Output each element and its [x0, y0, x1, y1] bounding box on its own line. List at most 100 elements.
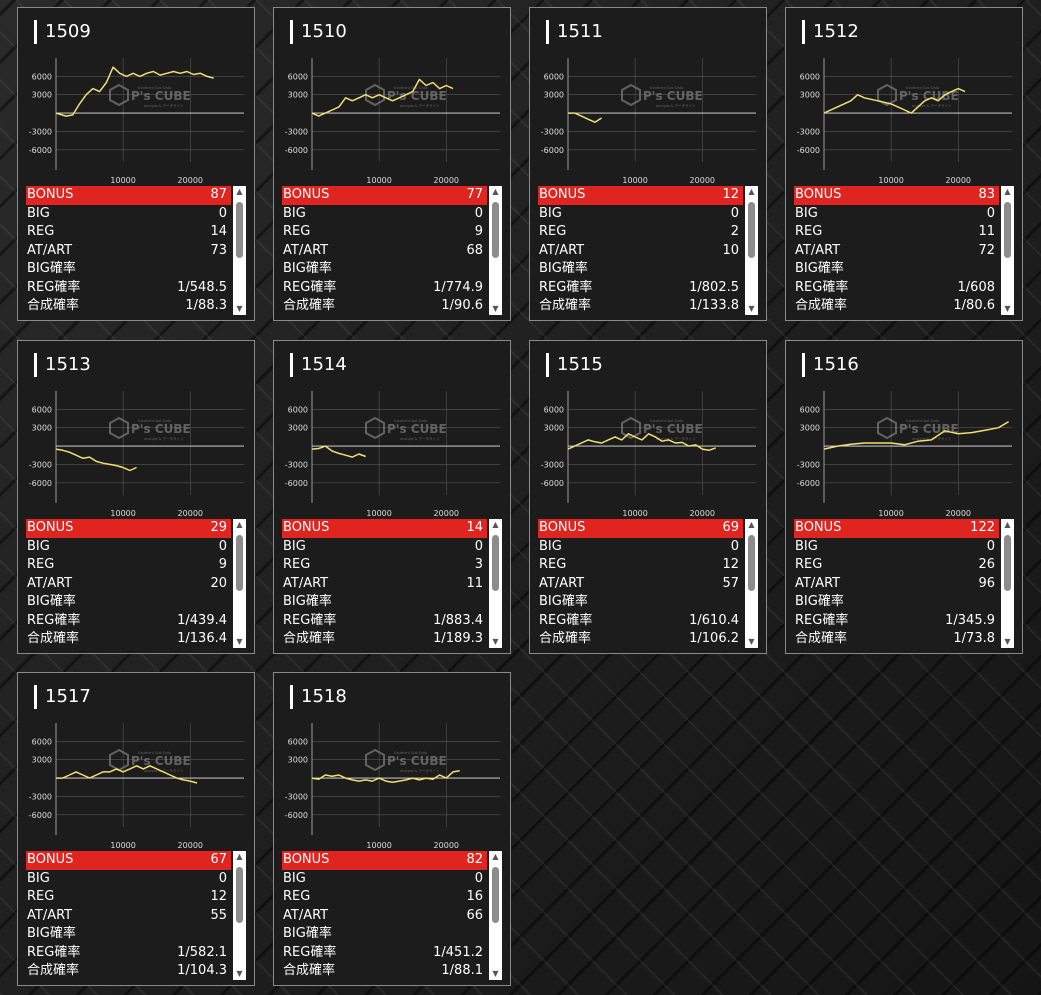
scroll-down-icon[interactable]: ▼ [236, 969, 243, 978]
machine-card[interactable]: 1515 6000 3000 -3000 -6000 10000 20000 P's CUBE… [529, 340, 767, 654]
stat-value: 9 [474, 224, 483, 239]
scroll-down-icon[interactable]: ▼ [492, 304, 499, 313]
scroll-up-icon[interactable]: ▲ [748, 520, 755, 529]
machine-number: 1514 [290, 353, 347, 377]
y-tick-label: -6000 [541, 146, 564, 155]
big-row: BIG 0 [282, 538, 487, 557]
stats-scrollbar[interactable]: ▲ ▼ [1001, 186, 1014, 315]
watermark-text: P's CUBE [131, 422, 191, 436]
machine-card[interactable]: 1516 6000 3000 -3000 -6000 10000 20000 P's CUBE… [785, 340, 1023, 654]
machine-card[interactable]: 1511 6000 3000 -3000 -6000 10000 20000 P's CUBE… [529, 7, 767, 321]
stat-value: 0 [474, 538, 483, 554]
x-tick-label: 10000 [110, 176, 135, 184]
stats-scrollbar[interactable]: ▲ ▼ [489, 851, 502, 980]
scroll-thumb[interactable] [236, 535, 243, 591]
x-tick-label: 10000 [878, 176, 903, 184]
total-rate-row: 合成確率 1/133.8 [538, 297, 743, 315]
stats-scrollbar[interactable]: ▲ ▼ [745, 186, 758, 315]
scroll-thumb[interactable] [236, 202, 243, 258]
stat-label: AT/ART [539, 575, 585, 591]
stats-list: BONUS 14 BIG 0 REG 3 AT/ART 11 BIG確率 REG確率 1/883.4… [282, 519, 502, 648]
stat-label: REG確率 [283, 279, 337, 295]
machine-card[interactable]: 1517 6000 3000 -3000 -6000 10000 20000 P's CUBE… [17, 672, 255, 986]
scroll-up-icon[interactable]: ▲ [492, 187, 499, 196]
cube-icon [621, 416, 641, 440]
watermark-subtext: analyze & データサイト [144, 103, 184, 108]
y-tick-label: -6000 [29, 479, 52, 488]
stat-value: 11 [978, 224, 995, 239]
scroll-up-icon[interactable]: ▲ [236, 187, 243, 196]
scroll-down-icon[interactable]: ▼ [492, 969, 499, 978]
total-rate-row: 合成確率 1/106.2 [538, 630, 743, 648]
y-tick-label: -6000 [541, 479, 564, 488]
machine-card[interactable]: 1510 6000 3000 -3000 -6000 10000 20000 P's CUBE… [273, 7, 511, 321]
scroll-thumb[interactable] [492, 202, 499, 258]
stat-label: REG確率 [27, 279, 81, 295]
scroll-up-icon[interactable]: ▲ [1004, 520, 1011, 529]
stats-list: BONUS 82 BIG 0 REG 16 AT/ART 66 BIG確率 REG確率 1/451.… [282, 851, 502, 980]
scroll-thumb[interactable] [236, 867, 243, 923]
stat-value: 96 [978, 575, 995, 591]
stats-scrollbar[interactable]: ▲ ▼ [489, 519, 502, 648]
watermark-subtext: Excellent Slot Data [394, 86, 427, 90]
cube-icon [109, 748, 129, 772]
stat-value: 26 [978, 557, 995, 572]
scroll-up-icon[interactable]: ▲ [236, 520, 243, 529]
scroll-down-icon[interactable]: ▼ [236, 637, 243, 646]
slump-chart-svg: 6000 3000 -3000 -6000 10000 20000 P's CUBEExce… [285, 58, 500, 184]
scroll-thumb[interactable] [748, 535, 755, 591]
y-tick-label: 6000 [32, 737, 52, 746]
machine-card[interactable]: 1512 6000 3000 -3000 -6000 10000 20000 P's CUBE… [785, 7, 1023, 321]
scroll-down-icon[interactable]: ▼ [492, 637, 499, 646]
stats-scrollbar[interactable]: ▲ ▼ [233, 851, 246, 980]
watermark-subtext: Excellent Slot Data [650, 86, 683, 90]
scroll-down-icon[interactable]: ▼ [236, 304, 243, 313]
scroll-down-icon[interactable]: ▼ [748, 304, 755, 313]
atart-row: AT/ART 20 [26, 575, 231, 594]
machine-card[interactable]: 1513 6000 3000 -3000 -6000 10000 20000 P's CUBE… [17, 340, 255, 654]
stat-label: REG [795, 557, 823, 572]
atart-row: AT/ART 68 [282, 242, 487, 261]
stat-label: 合成確率 [283, 963, 336, 978]
stat-label: BIG確率 [283, 926, 332, 941]
scroll-up-icon[interactable]: ▲ [748, 187, 755, 196]
scroll-thumb[interactable] [1004, 535, 1011, 591]
machine-card[interactable]: 1514 6000 3000 -3000 -6000 10000 20000 P's CUBE… [273, 340, 511, 654]
scroll-thumb[interactable] [748, 202, 755, 258]
stat-label: AT/ART [27, 242, 73, 258]
stats-scrollbar[interactable]: ▲ ▼ [489, 186, 502, 315]
stats-scrollbar[interactable]: ▲ ▼ [745, 519, 758, 648]
stat-value: 1/80.6 [953, 298, 995, 313]
stat-value: 57 [722, 575, 739, 591]
x-tick-label: 20000 [178, 176, 203, 184]
scroll-up-icon[interactable]: ▲ [492, 520, 499, 529]
scroll-thumb[interactable] [492, 867, 499, 923]
scroll-thumb[interactable] [1004, 202, 1011, 258]
scroll-up-icon[interactable]: ▲ [1004, 187, 1011, 196]
scroll-up-icon[interactable]: ▲ [236, 852, 243, 861]
scroll-thumb[interactable] [492, 535, 499, 591]
y-tick-label: -6000 [29, 811, 52, 820]
stat-value: 10 [722, 242, 739, 258]
stats-scrollbar[interactable]: ▲ ▼ [233, 186, 246, 315]
scroll-up-icon[interactable]: ▲ [492, 852, 499, 861]
stats-list: BONUS 29 BIG 0 REG 9 AT/ART 20 BIG確率 REG確率 1/439.4… [26, 519, 246, 648]
scroll-down-icon[interactable]: ▼ [748, 637, 755, 646]
stat-label: BIG確率 [27, 926, 76, 941]
reg-row: REG 16 [282, 888, 487, 907]
stat-label: BONUS [283, 187, 330, 202]
scroll-down-icon[interactable]: ▼ [1004, 304, 1011, 313]
stats-scrollbar[interactable]: ▲ ▼ [233, 519, 246, 648]
bonus-row: BONUS 77 [282, 186, 487, 205]
stat-label: AT/ART [283, 907, 329, 923]
x-tick-label: 10000 [878, 509, 903, 517]
scroll-down-icon[interactable]: ▼ [1004, 637, 1011, 646]
machine-card[interactable]: 1509 6000 3000 -3000 -6000 10000 20000 P's CUBE… [17, 7, 255, 321]
reg-row: REG 9 [26, 556, 231, 575]
machine-card[interactable]: 1518 6000 3000 -3000 -6000 10000 20000 P's CUBE… [273, 672, 511, 986]
stat-label: REG [27, 889, 55, 904]
stats-scrollbar[interactable]: ▲ ▼ [1001, 519, 1014, 648]
